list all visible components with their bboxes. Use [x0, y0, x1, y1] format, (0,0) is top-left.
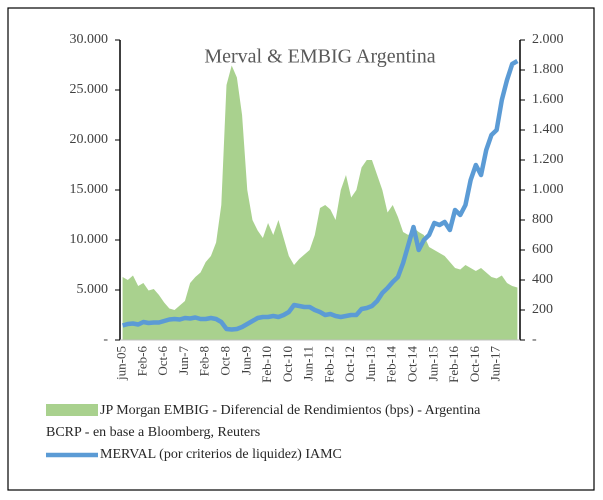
y-tick-label: 10.000	[70, 232, 109, 247]
y2-tick-label: 1.800	[532, 62, 564, 77]
y-tick-label: 5.000	[77, 282, 109, 297]
y2-tick-label: 2.000	[532, 32, 564, 47]
chart-title: Merval & EMBIG Argentina	[204, 46, 435, 68]
x-tick-label: Oct-12	[342, 346, 357, 382]
y2-tick-label: 400	[532, 272, 553, 287]
x-tick-label: Oct-14	[404, 346, 419, 383]
x-tick-label: Jun-15	[425, 346, 440, 381]
x-tick-label: Oct-6	[155, 346, 170, 376]
x-tick-label: Jun-9	[238, 346, 253, 375]
y-tick-label: -	[103, 332, 108, 347]
x-tick-label: Feb-12	[321, 346, 336, 383]
x-tick-label: jun-05	[114, 346, 129, 381]
y2-tick-label: 1.200	[532, 152, 564, 167]
line	[121, 59, 519, 332]
x-tick-label: Jun-7	[176, 346, 191, 375]
y2-tick-label: 1.400	[532, 122, 564, 137]
y2-tick-label: 600	[532, 242, 553, 257]
y2-tick-label: 1.000	[532, 182, 564, 197]
legend-label: JP Morgan EMBIG - Diferencial de Rendimi…	[100, 403, 481, 418]
y-tick-label: 20.000	[70, 132, 109, 147]
x-tick-label: Oct-10	[280, 346, 295, 382]
x-tick-label: Feb-16	[446, 346, 461, 383]
legend-label: MERVAL (por criterios de liquidez) IAMC	[100, 447, 342, 462]
area	[122, 65, 518, 340]
x-tick-label: Feb-10	[259, 346, 274, 383]
y2-tick-label: 200	[532, 302, 553, 317]
y-tick-label: 15.000	[70, 182, 109, 197]
x-tick-label: Oct-16	[467, 346, 482, 383]
legend-swatch	[46, 404, 98, 416]
y-tick-label: 30.000	[70, 32, 109, 47]
y-tick-label: 25.000	[70, 82, 109, 97]
x-tick-label: Jun-13	[363, 346, 378, 381]
frame	[7, 7, 595, 491]
x-tick-label: Feb-14	[384, 346, 399, 383]
x-tick-label: Jun-11	[301, 346, 316, 381]
y2-tick-label: 1.600	[532, 92, 564, 107]
x-tick-label: Oct-8	[217, 346, 232, 376]
y2-tick-label: -	[532, 332, 537, 347]
y2-tick-label: 800	[532, 212, 553, 227]
x-tick-label: Feb-8	[197, 346, 212, 376]
x-tick-label: Feb-6	[134, 346, 149, 377]
source-note: BCRP - en base a Bloomberg, Reuters	[46, 425, 260, 440]
x-tick-label: Jun-17	[488, 346, 503, 382]
